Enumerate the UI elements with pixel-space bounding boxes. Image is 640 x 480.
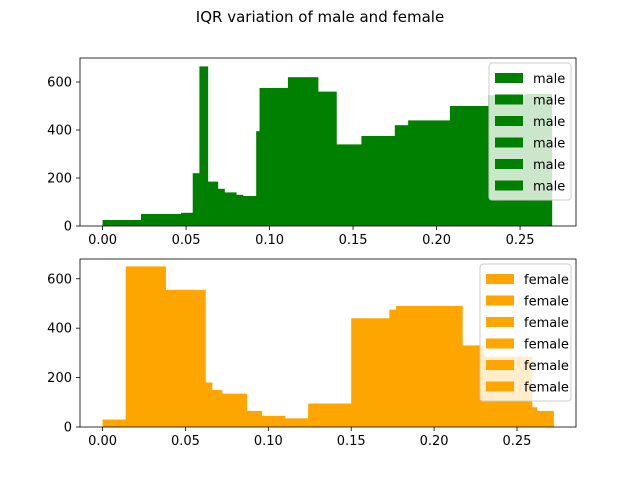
male-bar-17 <box>408 120 426 226</box>
male-ytick-label-3: 600 <box>47 76 72 91</box>
female-xtick-label-4: 0.20 <box>420 434 449 449</box>
male-bar-3 <box>192 173 200 226</box>
male-xtick-label-5: 0.25 <box>506 233 535 248</box>
male-legend-swatch-0 <box>495 73 523 83</box>
female-xtick-label-0: 0.00 <box>88 434 117 449</box>
female-legend-label-4: female <box>524 359 569 374</box>
male-bar-18 <box>424 120 451 226</box>
female-bar-9 <box>308 403 352 427</box>
female-histogram-panel: 0.00 0.05 0.10 0.15 0.20 0.25 0 200 400 600 female… <box>47 258 577 449</box>
male-bar-12 <box>287 77 319 226</box>
male-bar-0 <box>102 220 142 226</box>
male-bar-10 <box>256 131 260 226</box>
female-legend-swatch-0 <box>486 274 514 284</box>
male-bar-5 <box>207 181 219 226</box>
female-ytick-label-1: 200 <box>47 371 72 386</box>
female-legend-label-1: female <box>524 295 569 310</box>
female-legend-swatch-2 <box>486 317 514 327</box>
female-legend-swatch-5 <box>486 381 514 392</box>
male-bar-4 <box>199 66 209 227</box>
male-legend-label-2: male <box>533 115 565 130</box>
female-ytick-label-2: 400 <box>47 322 72 337</box>
male-legend-label-4: male <box>533 158 565 173</box>
male-legend-swatch-2 <box>495 116 523 126</box>
female-legend-swatch-4 <box>486 360 514 370</box>
female-bar-4 <box>211 389 223 427</box>
male-legend-swatch-3 <box>495 137 523 148</box>
female-axes-frame <box>79 258 577 428</box>
male-xtick-label-4: 0.20 <box>422 233 451 248</box>
female-bar-3 <box>205 382 213 427</box>
female-bar-1 <box>125 266 166 427</box>
male-legend-swatch-4 <box>495 159 523 169</box>
male-legend-label-0: male <box>533 72 565 87</box>
male-xtick-label-3: 0.15 <box>339 233 368 248</box>
male-bar-1 <box>140 214 182 226</box>
male-legend-label-1: male <box>533 94 565 109</box>
female-bar-6 <box>246 410 263 427</box>
female-bar-12 <box>395 305 463 427</box>
male-xtick-label-2: 0.10 <box>255 233 284 248</box>
female-bar-15 <box>531 407 538 427</box>
female-bar-13 <box>462 345 485 427</box>
male-bar-15 <box>361 136 396 226</box>
male-bar-2 <box>181 212 194 226</box>
female-ytick-label-0: 0 <box>64 421 72 436</box>
female-bar-7 <box>261 415 286 427</box>
female-xtick-label-3: 0.15 <box>337 434 366 449</box>
female-legend-label-2: female <box>524 316 569 331</box>
female-legend-label-5: female <box>524 381 569 396</box>
female-legend-label-0: female <box>524 273 569 288</box>
female-xtick-label-2: 0.10 <box>254 434 283 449</box>
female-bar-16 <box>536 410 554 427</box>
figure-title: IQR variation of male and female <box>196 8 444 26</box>
female-bar-10 <box>351 318 390 427</box>
female-bar-5 <box>221 393 248 427</box>
female-bar-11 <box>389 309 397 427</box>
male-xtick-label-1: 0.05 <box>172 233 201 248</box>
male-xtick-label-0: 0.00 <box>88 233 117 248</box>
male-ytick-label-0: 0 <box>64 220 72 235</box>
male-legend-label-5: male <box>533 180 565 195</box>
male-bar-11 <box>259 88 289 226</box>
male-legend-swatch-1 <box>495 94 523 105</box>
female-ytick-label-3: 600 <box>47 272 72 287</box>
male-legend-swatch-5 <box>495 180 523 191</box>
male-legend-label-3: male <box>533 137 565 152</box>
female-bar-8 <box>284 418 309 427</box>
male-bar-16 <box>394 125 409 226</box>
male-ytick-label-1: 200 <box>47 172 72 187</box>
male-bar-14 <box>336 144 362 226</box>
female-bar-0 <box>102 419 127 427</box>
female-legend-label-3: female <box>524 338 569 353</box>
male-bar-19 <box>449 106 489 226</box>
female-legend-swatch-3 <box>486 338 514 349</box>
female-xtick-label-5: 0.25 <box>503 434 532 449</box>
male-bar-13 <box>317 91 337 226</box>
male-bar-9 <box>242 196 257 226</box>
male-bar-6 <box>217 188 225 226</box>
male-bar-7 <box>224 192 237 226</box>
female-xtick-label-1: 0.05 <box>171 434 200 449</box>
male-histogram-panel: 0.00 0.05 0.10 0.15 0.20 0.25 0 200 400 600 male ma… <box>47 57 577 248</box>
female-bar-2 <box>165 289 206 427</box>
male-axes-frame <box>79 57 577 227</box>
female-legend-swatch-1 <box>486 295 514 306</box>
male-ytick-label-2: 400 <box>47 124 72 139</box>
male-bar-8 <box>236 194 244 226</box>
